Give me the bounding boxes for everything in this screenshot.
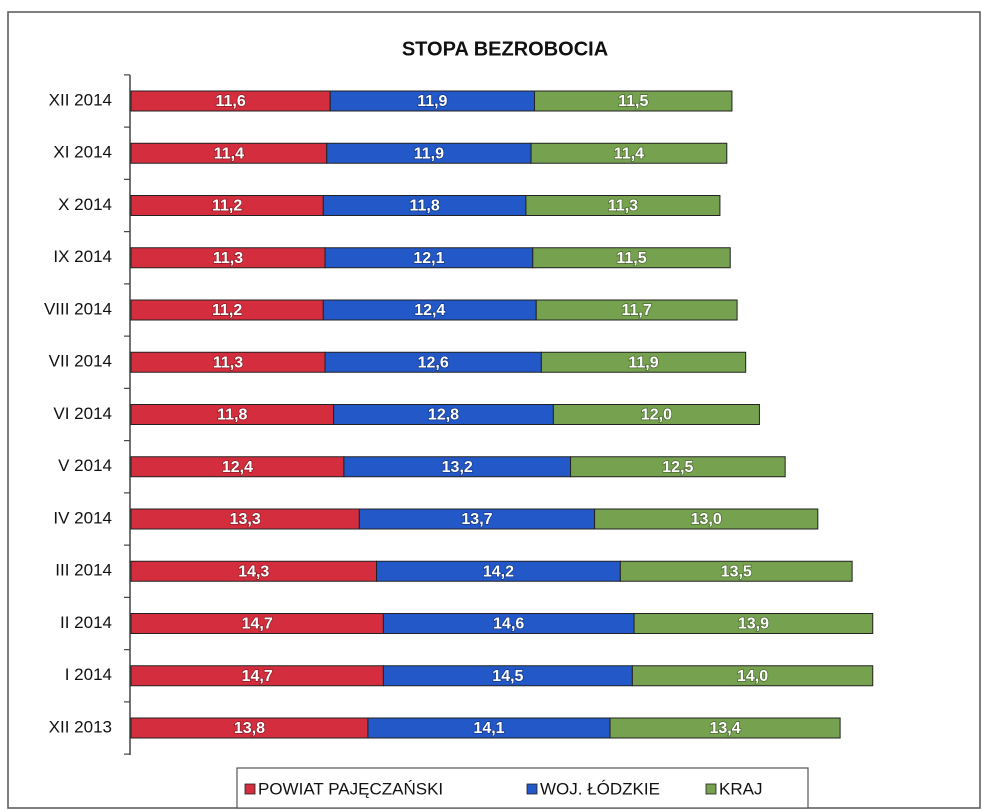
data-label: 12,6 xyxy=(418,354,449,371)
data-label: 14,3 xyxy=(238,563,269,580)
bar-segment xyxy=(633,613,874,634)
bar-segment xyxy=(619,560,853,582)
data-label: 11,3 xyxy=(213,354,243,371)
data-label: 13,3 xyxy=(230,511,261,528)
data-label: 13,2 xyxy=(442,459,473,476)
y-tick-label: VI 2014 xyxy=(53,404,112,423)
data-label: 11,3 xyxy=(213,250,243,267)
data-label: 12,8 xyxy=(428,407,459,424)
chart-title: STOPA BEZROBOCIA xyxy=(402,38,608,60)
data-label: 11,5 xyxy=(616,250,646,267)
data-label: 11,6 xyxy=(215,93,245,110)
bar-segment xyxy=(552,404,760,425)
data-label: 11,3 xyxy=(608,198,638,215)
y-tick-label: VII 2014 xyxy=(49,352,112,371)
data-label: 11,2 xyxy=(212,302,242,319)
bar-segment xyxy=(532,247,731,269)
bar-segment xyxy=(533,90,733,112)
data-label: 13,7 xyxy=(461,511,492,528)
data-label: 14,2 xyxy=(483,563,514,580)
legend-label: KRAJ xyxy=(719,779,762,798)
data-label: 13,9 xyxy=(738,616,769,633)
legend-swatch xyxy=(705,783,717,795)
y-tick-label: IV 2014 xyxy=(53,508,112,527)
data-label: 14,6 xyxy=(493,616,524,633)
data-label: 14,5 xyxy=(492,668,523,685)
y-tick-label: VIII 2014 xyxy=(44,299,112,318)
data-label: 11,8 xyxy=(217,407,247,424)
legend-swatch xyxy=(526,783,538,795)
data-label: 12,1 xyxy=(413,250,444,267)
bar-segment xyxy=(525,195,721,216)
data-label: 11,2 xyxy=(212,198,242,215)
data-label: 11,8 xyxy=(409,198,439,215)
bar-segment xyxy=(570,456,786,478)
data-label: 11,4 xyxy=(614,145,644,162)
data-label: 14,7 xyxy=(242,668,273,685)
legend-label: POWIAT PAJĘCZAŃSKI xyxy=(258,779,443,798)
y-tick-label: II 2014 xyxy=(60,613,112,632)
bar-segment xyxy=(540,351,747,373)
data-label: 13,8 xyxy=(234,720,265,737)
data-label: 14,1 xyxy=(473,720,504,737)
data-label: 13,5 xyxy=(721,563,752,580)
bar-segment xyxy=(594,508,819,530)
data-label: 11,7 xyxy=(622,302,652,319)
data-label: 12,4 xyxy=(414,302,445,319)
data-label: 11,9 xyxy=(417,93,447,110)
data-label: 11,4 xyxy=(214,145,244,162)
data-label: 13,4 xyxy=(710,720,741,737)
y-tick-label: XII 2014 xyxy=(49,90,112,109)
bar-segment xyxy=(530,142,728,164)
y-tick-label: III 2014 xyxy=(55,561,112,580)
data-label: 11,9 xyxy=(628,354,658,371)
bar-segment xyxy=(609,717,841,739)
y-tick-label: XII 2013 xyxy=(49,717,112,736)
data-label: 14,0 xyxy=(737,668,768,685)
y-tick-label: X 2014 xyxy=(58,195,112,214)
y-tick-label: IX 2014 xyxy=(53,247,112,266)
y-tick-label: I 2014 xyxy=(65,665,112,684)
data-label: 12,4 xyxy=(222,459,253,476)
legend-label: WOJ. ŁÓDZKIE xyxy=(540,779,660,798)
data-label: 14,7 xyxy=(242,616,273,633)
bar-segment xyxy=(535,299,738,321)
legend-swatch xyxy=(244,783,256,795)
data-label: 11,5 xyxy=(618,93,648,110)
data-label: 12,5 xyxy=(662,459,693,476)
bar-segment xyxy=(631,665,874,687)
data-label: 12,0 xyxy=(641,407,672,424)
data-label: 13,0 xyxy=(691,511,722,528)
y-tick-label: V 2014 xyxy=(58,456,112,475)
y-tick-label: XI 2014 xyxy=(53,143,112,162)
data-label: 11,9 xyxy=(414,145,444,162)
